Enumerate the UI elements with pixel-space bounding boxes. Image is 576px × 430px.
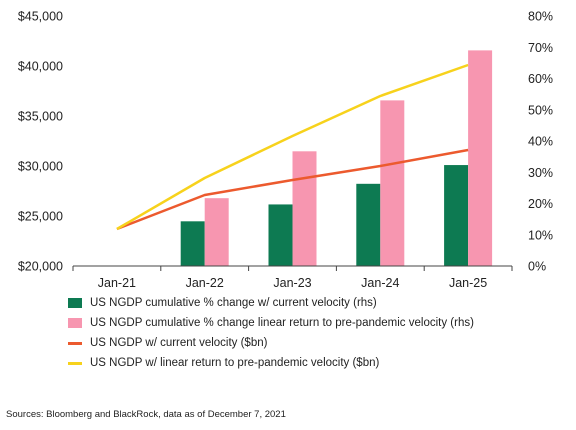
bar (380, 100, 405, 266)
bar (180, 221, 205, 266)
legend-swatch (68, 318, 82, 328)
y-left-tick-label: $45,000 (18, 10, 63, 24)
series-line (116, 148, 469, 231)
legend-item-current-velocity-bn: US NGDP w/ current velocity ($bn) (68, 334, 474, 352)
legend-swatch (68, 341, 82, 345)
legend: US NGDP cumulative % change w/ current v… (68, 294, 474, 374)
source-note: Sources: Bloomberg and BlackRock, data a… (6, 409, 286, 420)
legend-swatch (68, 361, 82, 365)
y-right-tick-label: 30% (528, 166, 553, 180)
x-tick-label: Jan-22 (186, 276, 224, 290)
bar (292, 151, 317, 266)
legend-label: US NGDP w/ current velocity ($bn) (90, 337, 268, 349)
y-right-tick-label: 50% (528, 103, 553, 117)
y-left-tick-label: $40,000 (18, 60, 63, 74)
bar (468, 50, 493, 266)
legend-swatch (68, 298, 82, 308)
x-tick-label: Jan-24 (361, 276, 399, 290)
x-tick-label: Jan-23 (273, 276, 311, 290)
y-right-tick-label: 70% (528, 41, 553, 55)
y-left-tick-label: $30,000 (18, 160, 63, 174)
y-right-tick-label: 10% (528, 228, 553, 242)
bar (356, 183, 381, 266)
series-line (116, 63, 469, 231)
y-right-tick-label: 80% (528, 10, 553, 24)
x-tick-label: Jan-21 (98, 276, 136, 290)
bar (268, 204, 293, 266)
y-right-tick-label: 20% (528, 197, 553, 211)
bar (444, 165, 469, 266)
legend-item-pre-pandemic-pct: US NGDP cumulative % change linear retur… (68, 314, 474, 332)
y-right-tick-label: 60% (528, 72, 553, 86)
y-right-tick-label: 40% (528, 135, 553, 149)
x-tick-label: Jan-25 (449, 276, 487, 290)
y-right-tick-label: 0% (528, 260, 546, 274)
legend-label: US NGDP cumulative % change w/ current v… (90, 297, 377, 309)
y-left-tick-label: $20,000 (18, 260, 63, 274)
legend-label: US NGDP cumulative % change linear retur… (90, 317, 474, 329)
y-left-tick-label: $35,000 (18, 110, 63, 124)
y-left-tick-label: $25,000 (18, 210, 63, 224)
legend-item-pre-pandemic-bn: US NGDP w/ linear return to pre-pandemic… (68, 354, 474, 372)
bar (204, 198, 229, 266)
legend-item-current-velocity-pct: US NGDP cumulative % change w/ current v… (68, 294, 474, 312)
legend-label: US NGDP w/ linear return to pre-pandemic… (90, 357, 380, 369)
